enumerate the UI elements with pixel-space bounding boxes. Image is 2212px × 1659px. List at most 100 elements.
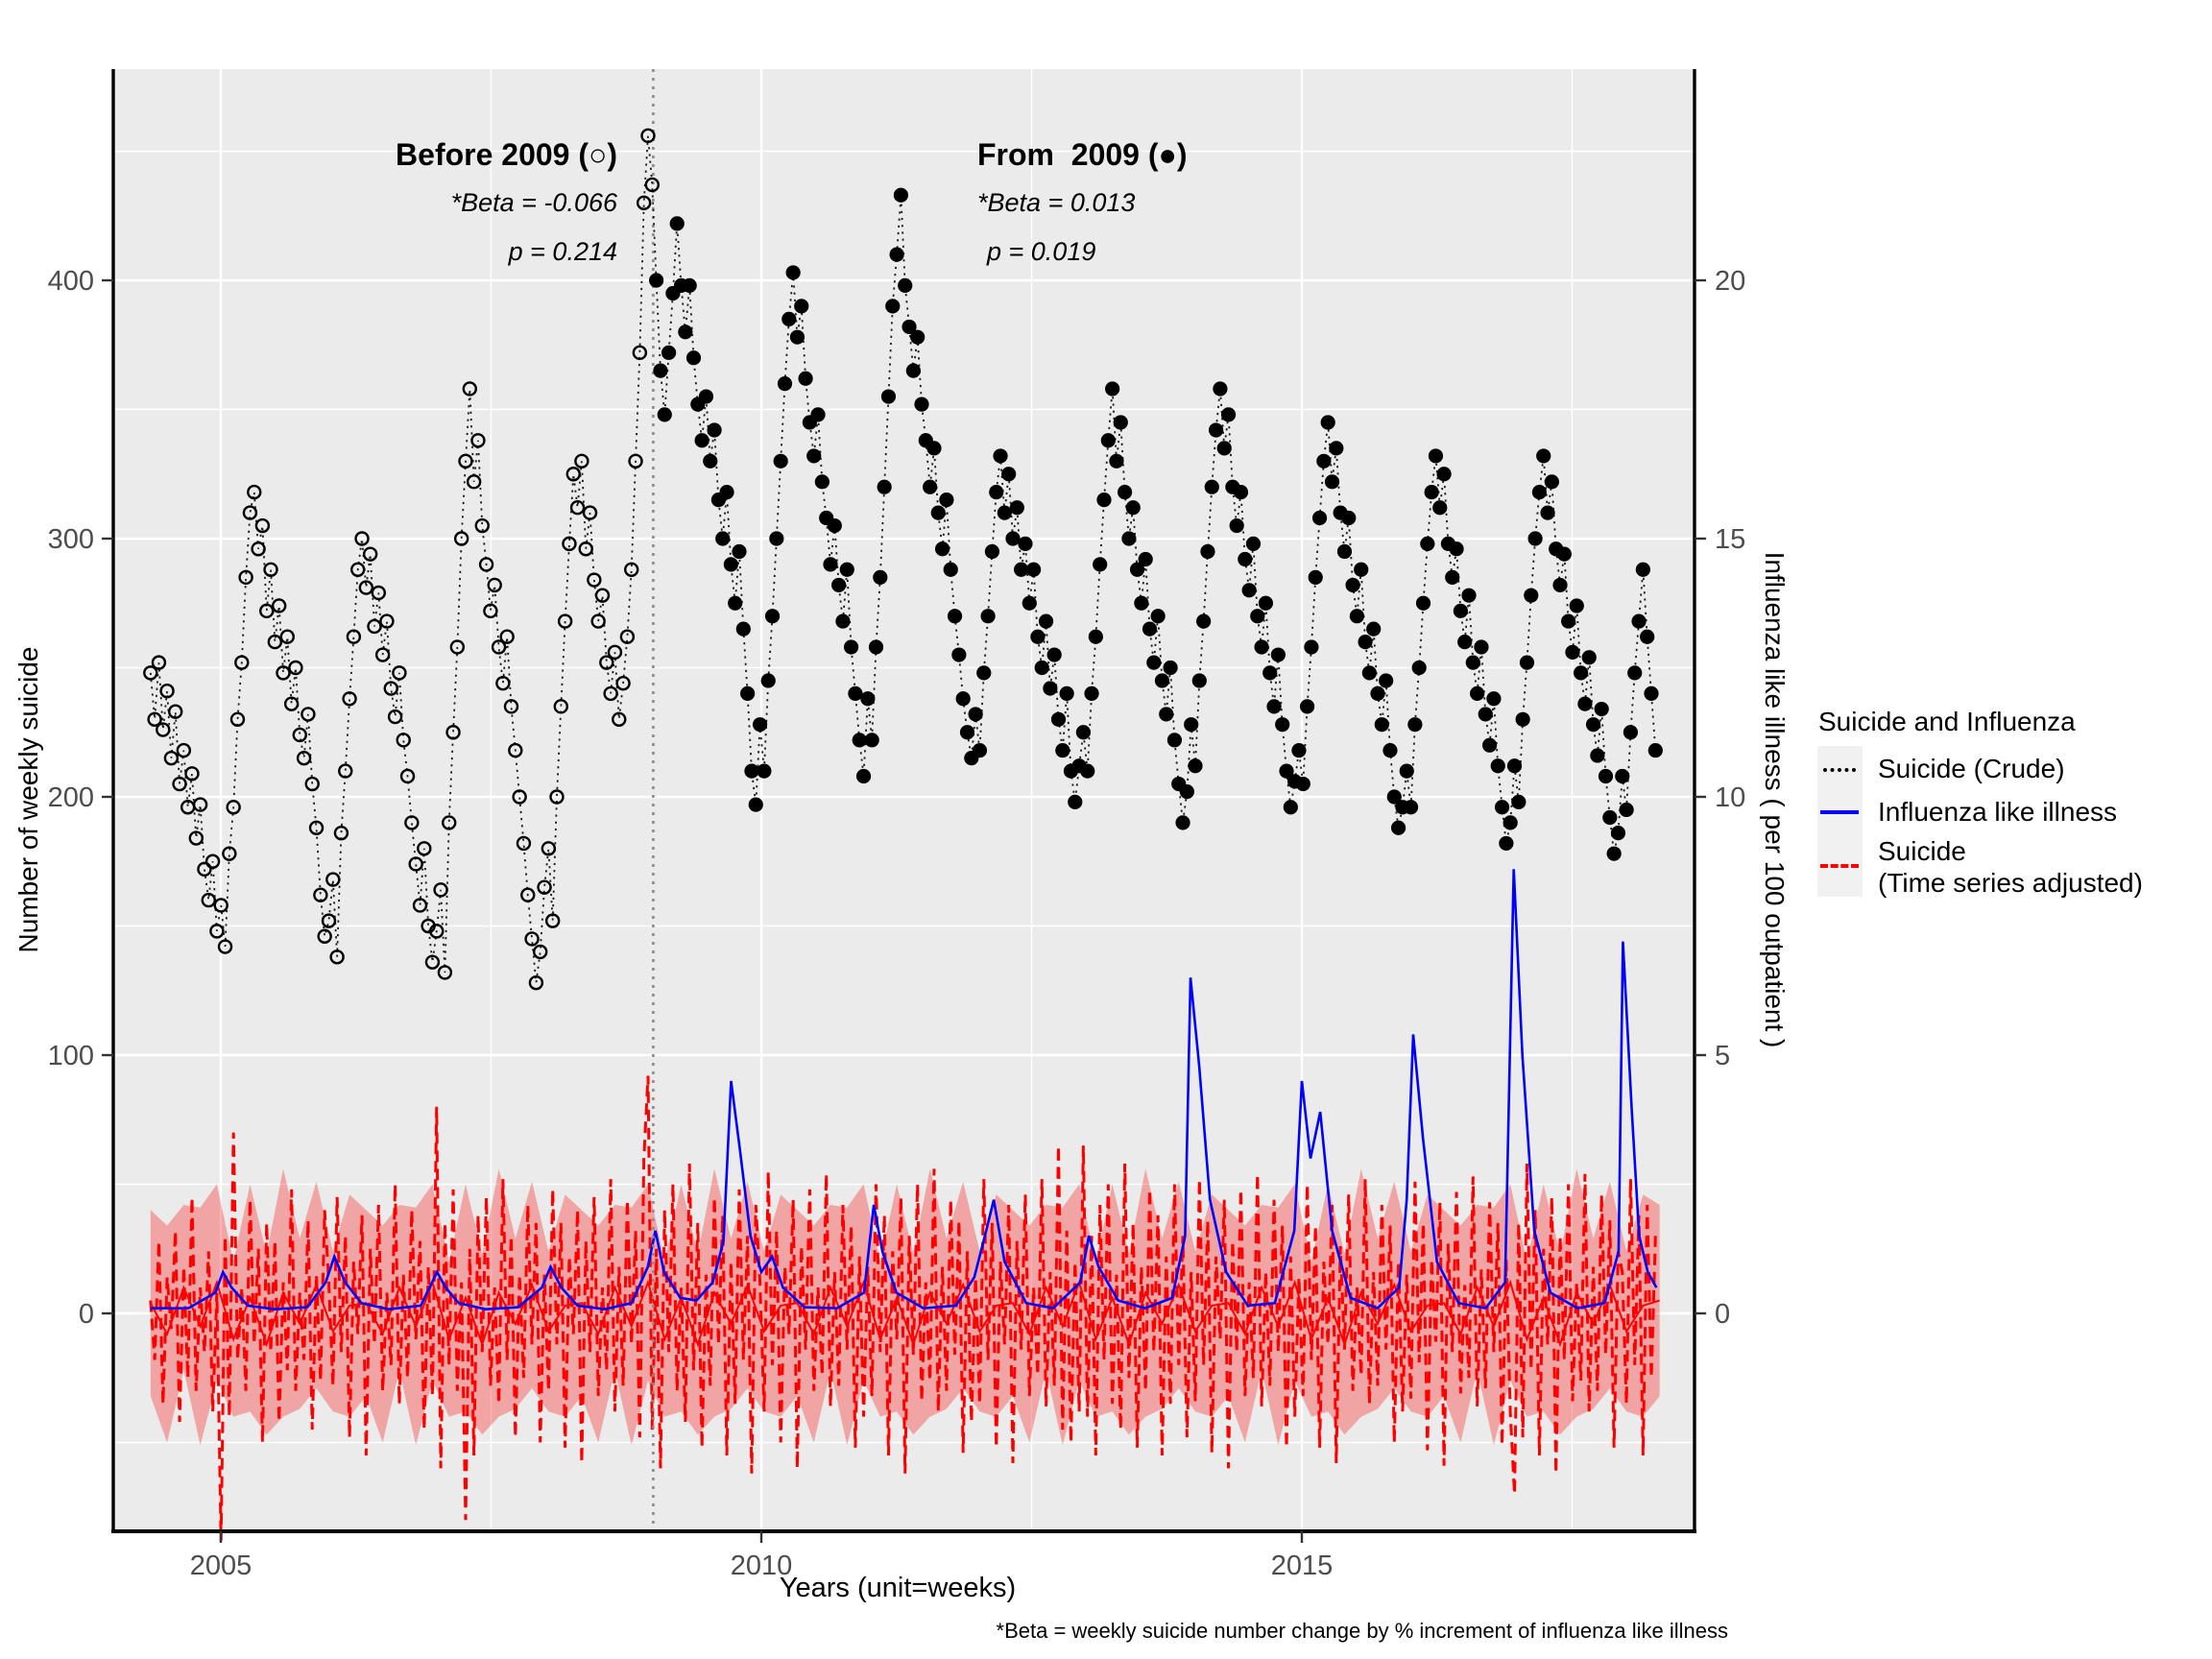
suicide-point-filled <box>744 763 759 779</box>
suicide-point-filled <box>1515 711 1530 727</box>
suicide-point-open <box>636 195 652 211</box>
annotation-from-2009: From 2009 (●) *Beta = 0.013 p = 0.019 <box>977 131 1304 276</box>
suicide-point-open <box>329 950 345 965</box>
suicide-point-open <box>628 453 643 469</box>
suicide-point-open <box>229 711 246 727</box>
suicide-point-filled <box>1084 685 1099 702</box>
suicide-point-filled <box>1093 557 1108 572</box>
suicide-point-filled <box>760 673 776 688</box>
y-left-tick-label: 0 <box>79 1299 94 1330</box>
suicide-point-filled <box>1316 453 1332 469</box>
suicide-point-filled <box>868 639 884 655</box>
suicide-point-filled <box>1540 505 1555 520</box>
suicide-point-open <box>267 634 283 650</box>
suicide-point-filled <box>1569 598 1584 613</box>
suicide-point-open <box>379 613 395 629</box>
annotation-from-title: From 2009 (●) <box>977 137 1188 172</box>
legend-solid-line-sample <box>1820 810 1859 814</box>
suicide-point-filled <box>1129 562 1145 577</box>
suicide-point-filled <box>1175 815 1190 830</box>
suicide-point-open <box>424 954 441 970</box>
suicide-point-filled <box>934 541 950 557</box>
suicide-point-filled <box>1254 639 1269 655</box>
suicide-point-filled <box>703 453 718 469</box>
suicide-point-filled <box>661 345 677 360</box>
suicide-point-open <box>234 655 250 670</box>
legend-dotted-line-sample <box>1823 768 1856 772</box>
legend-title: Suicide and Influenza <box>1818 707 2076 736</box>
suicide-point-filled <box>1585 717 1601 733</box>
suicide-point-filled <box>1610 826 1626 841</box>
suicide-point-open <box>392 665 407 681</box>
suicide-point-filled <box>694 433 709 448</box>
suicide-point-filled <box>898 277 913 293</box>
suicide-point-filled <box>1059 685 1074 702</box>
suicide-point-open <box>350 562 366 577</box>
suicide-point-filled <box>968 707 983 722</box>
suicide-point-open <box>317 928 332 944</box>
suicide-point-open <box>263 562 278 577</box>
suicide-point-open <box>271 598 287 613</box>
suicide-point-open <box>143 665 158 681</box>
suicide-point-open <box>562 536 577 552</box>
suicide-point-open <box>168 704 183 719</box>
suicide-point-filled <box>1640 629 1655 644</box>
suicide-point-filled <box>1565 644 1580 660</box>
suicide-point-open <box>362 546 378 562</box>
suicide-point-filled <box>682 277 697 293</box>
suicide-point-open <box>565 467 581 482</box>
suicide-point-filled <box>1163 660 1178 676</box>
suicide-point-filled <box>723 557 738 572</box>
suicide-point-open <box>417 841 432 856</box>
suicide-point-filled <box>1619 802 1634 818</box>
suicide-point-filled <box>1191 673 1207 688</box>
suicide-point-filled <box>1481 737 1498 753</box>
suicide-point-filled <box>1159 707 1174 722</box>
suicide-point-filled <box>976 665 992 681</box>
suicide-point-filled <box>1379 673 1394 688</box>
suicide-point-filled <box>1184 717 1199 733</box>
suicide-point-filled <box>1166 733 1183 748</box>
ili-line <box>150 869 1658 1311</box>
suicide-point-filled <box>843 639 859 655</box>
suicide-point-open <box>204 854 221 869</box>
suicide-point-open <box>387 709 403 725</box>
suicide-point-filled <box>1088 629 1103 644</box>
y-right-tick-label: 0 <box>1715 1299 1730 1330</box>
suicide-point-open <box>283 696 300 711</box>
suicide-point-filled <box>1647 742 1663 758</box>
suicide-point-filled <box>1005 531 1021 546</box>
suicide-point-open <box>478 557 494 572</box>
suicide-point-filled <box>1266 699 1282 714</box>
suicide-point-filled <box>1250 609 1265 624</box>
suicide-point-filled <box>785 265 801 280</box>
suicide-point-filled <box>1125 500 1141 516</box>
suicide-point-filled <box>889 247 904 262</box>
suicide-point-open <box>408 856 423 872</box>
suicide-point-filled <box>814 474 830 490</box>
suicide-point-filled <box>1390 820 1407 835</box>
suicide-point-filled <box>1474 639 1489 655</box>
suicide-point-filled <box>902 319 917 335</box>
suicide-point-open <box>644 177 661 193</box>
suicide-point-open <box>607 644 623 661</box>
legend-label-suicide-crude: Suicide (Crude) <box>1878 754 2065 783</box>
suicide-point-open <box>574 453 589 469</box>
suicide-point-filled <box>1345 577 1360 593</box>
suicide-point-filled <box>1038 613 1054 629</box>
suicide-point-filled <box>678 325 693 340</box>
suicide-point-open <box>442 815 457 830</box>
suicide-point-filled <box>1544 474 1559 490</box>
suicide-point-filled <box>831 577 847 593</box>
suicide-point-open <box>612 711 627 727</box>
suicide-point-open <box>520 887 536 902</box>
suicide-point-filled <box>1196 613 1212 629</box>
suicide-point-open <box>590 613 606 629</box>
suicide-point-open <box>499 629 515 644</box>
legend-label-suicide-adjusted-line2: (Time series adjusted) <box>1878 868 2143 898</box>
suicide-point-filled <box>1424 484 1439 500</box>
suicide-point-open <box>288 660 303 676</box>
legend-label-suicide-adjusted-line1: Suicide <box>1878 836 1966 866</box>
suicide-point-filled <box>1644 685 1659 702</box>
